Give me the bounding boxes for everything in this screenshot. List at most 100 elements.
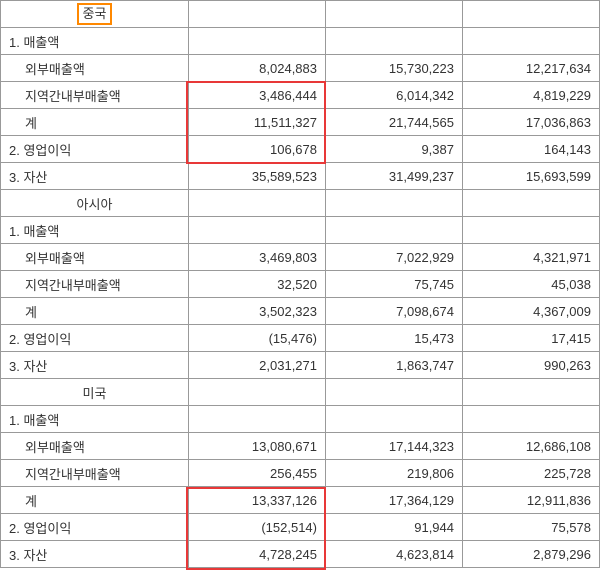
table-row: 1. 매출액 [1, 28, 600, 55]
empty-cell [189, 190, 326, 217]
value-cell: 17,144,323 [326, 433, 463, 460]
table-row: 외부매출액8,024,88315,730,22312,217,634 [1, 55, 600, 82]
value-cell: 8,024,883 [189, 55, 326, 82]
value-cell: 13,337,126 [189, 487, 326, 514]
value-cell: 7,022,929 [326, 244, 463, 271]
row-label-cell: 외부매출액 [1, 244, 189, 271]
row-label-cell: 계 [1, 487, 189, 514]
table-row: 3. 자산2,031,2711,863,747990,263 [1, 352, 600, 379]
region-name-cell: 미국 [1, 379, 189, 406]
table-row: 계11,511,32721,744,56517,036,863 [1, 109, 600, 136]
table-row: 외부매출액13,080,67117,144,32312,686,108 [1, 433, 600, 460]
value-cell: 15,693,599 [463, 163, 600, 190]
row-label-cell: 외부매출액 [1, 55, 189, 82]
table-row: 1. 매출액 [1, 217, 600, 244]
table-row: 2. 영업이익(15,476)15,47317,415 [1, 325, 600, 352]
value-cell [326, 217, 463, 244]
value-cell: 21,744,565 [326, 109, 463, 136]
region-name-cell: 아시아 [1, 190, 189, 217]
table-row: 3. 자산35,589,52331,499,23715,693,599 [1, 163, 600, 190]
table-row: 2. 영업이익(152,514)91,94475,578 [1, 514, 600, 541]
value-cell [463, 28, 600, 55]
value-cell: 164,143 [463, 136, 600, 163]
row-label-cell: 외부매출액 [1, 433, 189, 460]
value-cell [463, 406, 600, 433]
empty-cell [463, 379, 600, 406]
value-cell: 12,217,634 [463, 55, 600, 82]
empty-cell [189, 1, 326, 28]
value-cell [189, 28, 326, 55]
value-cell: 225,728 [463, 460, 600, 487]
value-cell: 2,031,271 [189, 352, 326, 379]
region-name-highlight: 중국 [77, 3, 113, 25]
value-cell: 17,036,863 [463, 109, 600, 136]
table-row: 계3,502,3237,098,6744,367,009 [1, 298, 600, 325]
row-label-cell: 2. 영업이익 [1, 325, 189, 352]
row-label-cell: 1. 매출액 [1, 28, 189, 55]
row-label-cell: 1. 매출액 [1, 217, 189, 244]
value-cell [326, 28, 463, 55]
value-cell: 17,364,129 [326, 487, 463, 514]
value-cell [189, 217, 326, 244]
value-cell: 4,321,971 [463, 244, 600, 271]
value-cell: 3,469,803 [189, 244, 326, 271]
value-cell: 3,502,323 [189, 298, 326, 325]
value-cell: 91,944 [326, 514, 463, 541]
value-cell: 13,080,671 [189, 433, 326, 460]
value-cell: 11,511,327 [189, 109, 326, 136]
value-cell: 1,863,747 [326, 352, 463, 379]
row-label-cell: 지역간내부매출액 [1, 460, 189, 487]
value-cell: 75,578 [463, 514, 600, 541]
value-cell: 9,387 [326, 136, 463, 163]
value-cell: 2,879,296 [463, 541, 600, 568]
row-label-cell: 3. 자산 [1, 541, 189, 568]
region-header-row: 중국 [1, 1, 600, 28]
region-header-row: 미국 [1, 379, 600, 406]
value-cell [189, 406, 326, 433]
value-cell: 106,678 [189, 136, 326, 163]
value-cell: 17,415 [463, 325, 600, 352]
row-label-cell: 지역간내부매출액 [1, 82, 189, 109]
table-row: 계13,337,12617,364,12912,911,836 [1, 487, 600, 514]
table-row: 외부매출액3,469,8037,022,9294,321,971 [1, 244, 600, 271]
value-cell: 3,486,444 [189, 82, 326, 109]
empty-cell [326, 1, 463, 28]
value-cell: 4,367,009 [463, 298, 600, 325]
value-cell: 32,520 [189, 271, 326, 298]
row-label-cell: 2. 영업이익 [1, 136, 189, 163]
value-cell: 45,038 [463, 271, 600, 298]
value-cell: (152,514) [189, 514, 326, 541]
empty-cell [326, 190, 463, 217]
value-cell: 4,623,814 [326, 541, 463, 568]
row-label-cell: 2. 영업이익 [1, 514, 189, 541]
table-row: 지역간내부매출액256,455219,806225,728 [1, 460, 600, 487]
empty-cell [326, 379, 463, 406]
row-label-cell: 계 [1, 298, 189, 325]
row-label-cell: 계 [1, 109, 189, 136]
value-cell: 4,819,229 [463, 82, 600, 109]
value-cell [326, 406, 463, 433]
value-cell [463, 217, 600, 244]
value-cell: 256,455 [189, 460, 326, 487]
value-cell: 7,098,674 [326, 298, 463, 325]
region-name-cell: 중국 [1, 1, 189, 28]
value-cell: 219,806 [326, 460, 463, 487]
empty-cell [463, 1, 600, 28]
table-row: 지역간내부매출액3,486,4446,014,3424,819,229 [1, 82, 600, 109]
table-container: 중국1. 매출액외부매출액8,024,88315,730,22312,217,6… [0, 0, 600, 568]
value-cell: 31,499,237 [326, 163, 463, 190]
row-label-cell: 3. 자산 [1, 163, 189, 190]
empty-cell [189, 379, 326, 406]
value-cell: 75,745 [326, 271, 463, 298]
financial-table: 중국1. 매출액외부매출액8,024,88315,730,22312,217,6… [0, 0, 600, 568]
value-cell: 35,589,523 [189, 163, 326, 190]
row-label-cell: 3. 자산 [1, 352, 189, 379]
table-row: 1. 매출액 [1, 406, 600, 433]
value-cell: 12,911,836 [463, 487, 600, 514]
value-cell: 12,686,108 [463, 433, 600, 460]
value-cell: 4,728,245 [189, 541, 326, 568]
empty-cell [463, 190, 600, 217]
value-cell: 15,473 [326, 325, 463, 352]
value-cell: 15,730,223 [326, 55, 463, 82]
row-label-cell: 1. 매출액 [1, 406, 189, 433]
